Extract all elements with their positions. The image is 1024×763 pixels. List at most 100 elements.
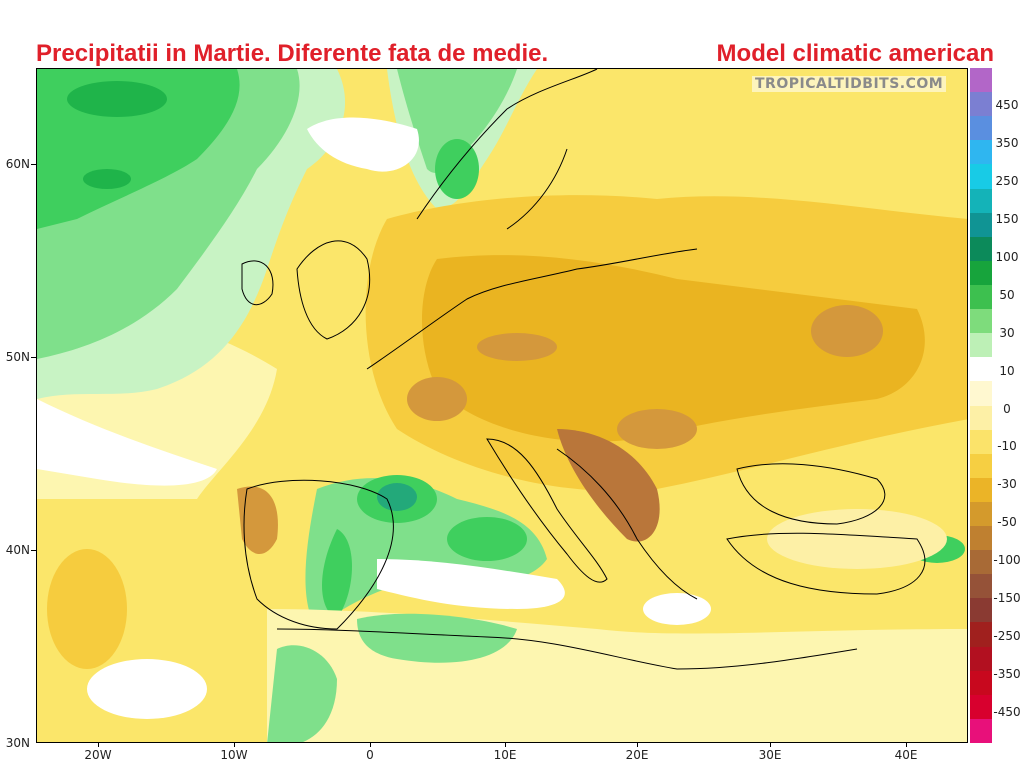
brown-romania bbox=[617, 409, 697, 449]
coastline-balkans bbox=[556, 448, 698, 600]
colorbar-swatch bbox=[970, 140, 992, 165]
colorbar-label: 350 bbox=[995, 135, 1019, 150]
colorbar-label: -50 bbox=[997, 515, 1017, 530]
lat-tick bbox=[31, 357, 36, 358]
colorbar-swatch bbox=[970, 429, 992, 455]
sahara-green-strip bbox=[267, 645, 337, 742]
colorbar-swatch bbox=[970, 550, 992, 575]
lon-label-20w: 20W bbox=[84, 748, 112, 762]
colorbar-swatch bbox=[970, 501, 992, 527]
colorbar-swatch bbox=[970, 309, 992, 334]
west-africa-white bbox=[87, 659, 207, 719]
colorbar-swatch bbox=[970, 670, 992, 696]
lon-tick bbox=[906, 743, 907, 747]
colorbar-label: 30 bbox=[999, 325, 1015, 340]
brown-poland bbox=[477, 333, 557, 361]
colorbar-swatch bbox=[970, 188, 992, 214]
colorbar-label: 150 bbox=[995, 211, 1019, 226]
lon-label-0: 0 bbox=[366, 748, 374, 762]
colorbar-label: -100 bbox=[993, 553, 1021, 568]
colorbar-label: 100 bbox=[995, 249, 1019, 264]
iberia-east-coast-green bbox=[322, 529, 352, 619]
norway-green-2 bbox=[397, 69, 517, 173]
turkey-pale bbox=[767, 509, 947, 569]
colorbar-swatch bbox=[970, 333, 992, 358]
lon-tick bbox=[98, 743, 99, 747]
green-blob-iceland bbox=[67, 81, 167, 117]
colorbar-swatch bbox=[970, 260, 992, 286]
map-title: Precipitatii in Martie. Diferente fata d… bbox=[36, 40, 549, 67]
colorbar-label: 250 bbox=[995, 173, 1019, 188]
colorbar-swatch bbox=[970, 526, 992, 551]
watermark: TROPICALTIDBITS.COM bbox=[752, 76, 947, 92]
aegean-white bbox=[643, 593, 711, 625]
lat-label-30n: 30N bbox=[5, 736, 30, 750]
colorbar-swatch bbox=[970, 646, 992, 672]
coastline-scandinavia bbox=[416, 69, 598, 230]
norway-dark bbox=[435, 139, 479, 199]
colorbar-label: -10 bbox=[997, 439, 1017, 454]
colorbar-swatch bbox=[970, 694, 992, 720]
colorbar-swatch bbox=[970, 68, 992, 93]
iberia-west-brown bbox=[237, 486, 278, 554]
colorbar-label: -30 bbox=[997, 477, 1017, 492]
colorbar-swatch bbox=[970, 116, 992, 141]
coastline-ireland bbox=[241, 260, 274, 306]
coastline-europe-north bbox=[366, 248, 698, 370]
colorbar-swatch bbox=[970, 718, 992, 744]
north-africa-green bbox=[357, 613, 517, 663]
model-label: Model climatic american bbox=[716, 40, 994, 67]
map-canvas bbox=[37, 69, 967, 742]
lat-label-50n: 50N bbox=[5, 350, 30, 364]
colorbar-swatch bbox=[970, 405, 992, 431]
lon-label-20e: 20E bbox=[625, 748, 649, 762]
lon-label-10e: 10E bbox=[493, 748, 517, 762]
coastline-iberia bbox=[243, 479, 394, 630]
colorbar-label: -450 bbox=[993, 705, 1021, 719]
lat-label-60n: 60N bbox=[5, 157, 30, 171]
colorbar-swatch bbox=[970, 381, 992, 406]
colorbar-swatch bbox=[970, 284, 992, 310]
lon-label-30e: 30E bbox=[758, 748, 782, 762]
brown-ukraine bbox=[811, 305, 883, 357]
lon-label-10w: 10W bbox=[220, 748, 248, 762]
atlantic-white-band bbox=[37, 399, 217, 486]
colorbar-label: 50 bbox=[999, 287, 1015, 302]
colorbar-label: -150 bbox=[993, 591, 1021, 606]
lat-label-40n: 40N bbox=[5, 543, 30, 557]
colorbar-label: 10 bbox=[999, 363, 1015, 378]
colorbar-swatch bbox=[970, 453, 992, 479]
colorbar-label: 0 bbox=[1003, 401, 1011, 416]
coastline-uk bbox=[296, 240, 371, 340]
colorbar bbox=[970, 68, 992, 744]
west-atlantic-gold bbox=[47, 549, 127, 669]
coastline-north-africa bbox=[276, 628, 858, 670]
precipitation-anomaly-map bbox=[36, 68, 968, 743]
coastline-italy bbox=[486, 438, 608, 583]
coastline-black-sea bbox=[736, 463, 886, 525]
balearic-green bbox=[447, 517, 527, 561]
iberia-teal bbox=[377, 483, 417, 511]
mediterranean-white bbox=[377, 559, 565, 609]
colorbar-label: 450 bbox=[995, 98, 1019, 112]
coastline-turkey bbox=[726, 532, 926, 595]
colorbar-swatch bbox=[970, 622, 992, 648]
scandinavia-white bbox=[307, 117, 419, 172]
lon-tick bbox=[637, 743, 638, 747]
lon-label-40e: 40E bbox=[894, 748, 918, 762]
iberia-green bbox=[305, 478, 547, 629]
colorbar-swatch bbox=[970, 477, 992, 503]
lon-tick bbox=[234, 743, 235, 747]
balkans-brown bbox=[557, 429, 660, 542]
colorbar-swatch bbox=[970, 92, 992, 117]
lon-tick bbox=[770, 743, 771, 747]
colorbar-label: -250 bbox=[993, 629, 1021, 644]
central-europe-orange bbox=[422, 255, 925, 442]
colorbar-swatch bbox=[970, 164, 992, 190]
lat-tick bbox=[31, 550, 36, 551]
green-blob-2 bbox=[83, 169, 131, 189]
colorbar-swatch bbox=[970, 574, 992, 599]
lat-tick bbox=[31, 164, 36, 165]
brown-germany bbox=[407, 377, 467, 421]
colorbar-label: -350 bbox=[993, 667, 1021, 682]
